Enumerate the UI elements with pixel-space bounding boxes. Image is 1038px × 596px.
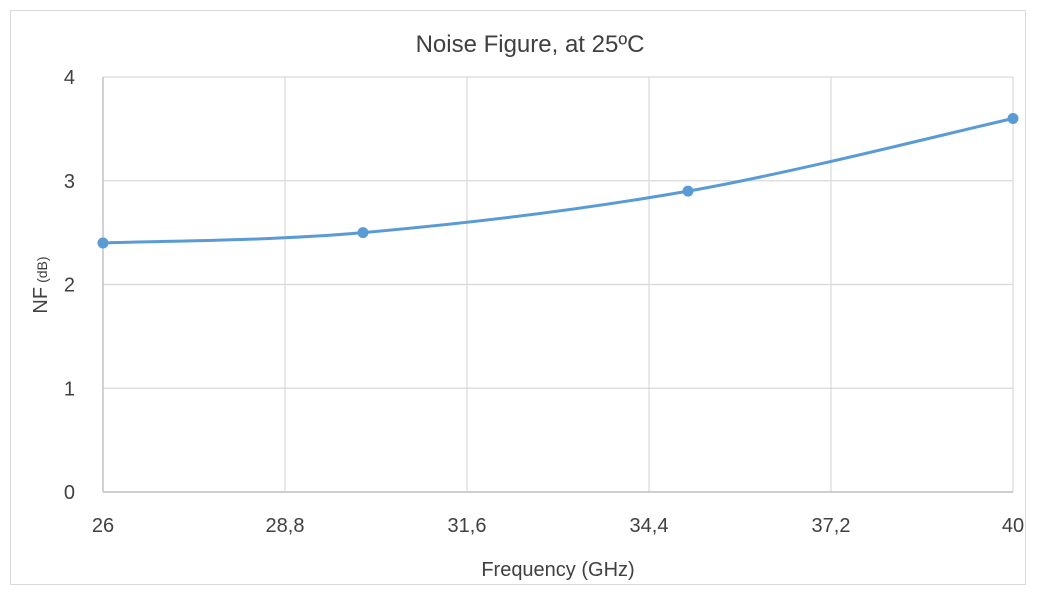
data-point <box>1007 113 1019 124</box>
y-axis-title-main: NF <box>30 287 52 314</box>
series-line <box>102 117 1014 245</box>
y-tick-label: 4 <box>64 67 75 89</box>
y-tick-label: 1 <box>64 378 75 400</box>
x-tick-label: 37,2 <box>812 515 851 537</box>
data-point <box>682 185 694 197</box>
x-tick-label: 34,4 <box>630 515 669 537</box>
x-tick-label: 26 <box>92 515 114 537</box>
tick-labels: 26 28,8 31,6 34,4 37,2 40 0 1 2 3 4 <box>64 67 1024 537</box>
x-tick-label: 31,6 <box>448 515 487 537</box>
x-tick-label: 28,8 <box>266 515 305 537</box>
data-point <box>97 237 109 249</box>
y-tick-label: 3 <box>64 171 75 193</box>
y-tick-label: 0 <box>64 482 75 504</box>
axes <box>102 77 1013 493</box>
chart-area <box>10 10 1026 585</box>
data-point <box>357 227 369 239</box>
x-tick-label: 40 <box>1002 515 1024 537</box>
y-axis-title: NF (dB) <box>30 256 52 313</box>
series <box>97 113 1019 249</box>
y-tick-label: 2 <box>64 275 75 297</box>
y-axis-title-unit: (dB) <box>34 256 50 282</box>
x-axis-title: Frequency (GHz) <box>481 559 634 581</box>
grid <box>103 76 1014 492</box>
chart-title: Noise Figure, at 25ºC <box>416 31 645 58</box>
